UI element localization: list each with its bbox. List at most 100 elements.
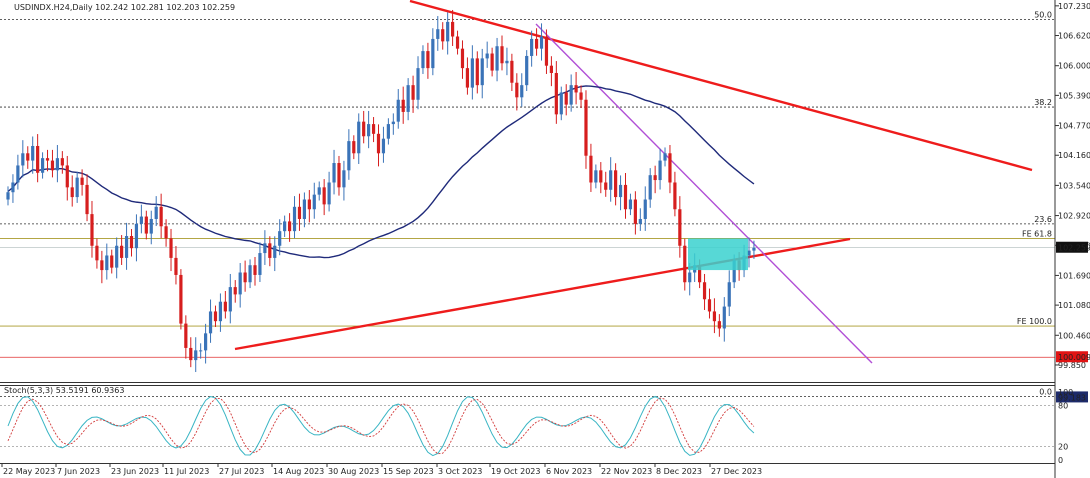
candle-body — [702, 282, 707, 300]
candle-body — [367, 124, 371, 137]
moving-average — [7, 85, 755, 259]
candle-body — [465, 68, 470, 88]
candle-body — [362, 121, 366, 137]
candle-body — [544, 36, 549, 66]
candle-body — [564, 92, 568, 105]
candle-body — [317, 187, 321, 195]
candle-body — [283, 221, 287, 232]
candle-body — [722, 306, 726, 329]
y-tick-label: 106.620 — [1058, 32, 1090, 41]
stoch-tick-label: 20 — [1058, 442, 1068, 451]
candle-body — [357, 121, 361, 154]
candle-body — [124, 236, 129, 258]
candle-body — [609, 170, 613, 190]
candle-body — [554, 72, 558, 115]
candle-body — [278, 231, 282, 246]
candle-body — [539, 36, 544, 49]
candle-body — [594, 170, 598, 183]
candle-body — [21, 153, 25, 166]
stoch-tick-label: 0 — [1058, 456, 1063, 465]
x-tick-label: 3 Oct 2023 — [438, 467, 482, 476]
candle-body — [589, 155, 593, 183]
candle-body — [421, 51, 425, 69]
candle-body — [406, 85, 410, 112]
y-tick-label: 102.920 — [1058, 212, 1090, 221]
x-tick-label: 8 Dec 2023 — [656, 467, 702, 476]
candle-body — [653, 175, 657, 181]
stoch-header: Stoch(5,3,3) 53.5191 60.9363 — [4, 386, 124, 395]
candle-body — [707, 299, 712, 312]
candle-body — [604, 182, 608, 190]
candle-body — [327, 182, 331, 205]
x-tick-label: 22 May 2023 — [3, 467, 55, 476]
y-tick-label: 103.540 — [1058, 181, 1090, 190]
candle-body — [441, 29, 445, 42]
candle-body — [386, 124, 390, 139]
candle-body — [668, 153, 672, 183]
candle-body — [208, 311, 213, 334]
x-tick-label: 15 Sep 2023 — [383, 467, 434, 476]
y-tick-label: 105.390 — [1058, 91, 1090, 100]
candle-body — [85, 184, 89, 215]
candle-body — [263, 243, 267, 254]
candle-body — [569, 85, 573, 105]
candle-body — [658, 160, 662, 181]
stoch-main-line — [7, 395, 755, 457]
candle-body — [70, 187, 74, 198]
fe-level-label: FE 61.8 — [1022, 229, 1052, 238]
x-tick-label: 14 Aug 2023 — [273, 467, 324, 476]
candle-body — [50, 160, 55, 171]
candle-body — [149, 218, 153, 234]
time-axis[interactable]: 22 May 2023 7 Jun 2023 23 Jun 2023 11 Jul 2… — [1, 463, 762, 476]
candle-body — [663, 153, 667, 161]
candle-body — [584, 99, 588, 156]
x-tick-label: 30 Aug 2023 — [328, 467, 379, 476]
resistance-trendline — [409, 0, 1033, 172]
candle-body — [712, 311, 717, 322]
candle-body — [189, 347, 193, 361]
candle-body — [485, 53, 489, 59]
candle-body — [154, 206, 158, 219]
candle-body — [475, 58, 479, 86]
candle-body — [164, 226, 168, 239]
candle-body — [184, 323, 188, 348]
candle-body — [470, 58, 474, 88]
candle-body — [683, 245, 687, 283]
candle-body — [688, 272, 692, 283]
x-tick-label: 27 Jul 2023 — [219, 467, 264, 476]
candle-body — [11, 182, 15, 193]
candle-body — [273, 245, 277, 258]
candle-body — [307, 199, 311, 210]
candle-body — [342, 170, 346, 188]
price-badge-label: 102.259 — [1058, 244, 1090, 253]
fib-level-label: 0.0 — [1039, 388, 1052, 397]
candle-body — [312, 194, 316, 210]
candle-body — [332, 163, 336, 183]
y-tick-label: 101.690 — [1058, 271, 1090, 280]
highlight-box — [688, 238, 748, 271]
candle-body — [747, 250, 751, 256]
candle-body — [40, 158, 45, 173]
price-badge — [1056, 391, 1088, 403]
y-tick-label: 107.230 — [1058, 2, 1090, 11]
candle-body — [460, 48, 465, 69]
candle-body — [446, 21, 450, 42]
candle-body — [490, 53, 494, 71]
candle-body — [436, 29, 440, 39]
fib-level-label: 38.2 — [1034, 98, 1052, 107]
candle-body — [633, 199, 637, 224]
fib-level-label: 50.0 — [1034, 10, 1052, 19]
candle-body — [243, 272, 247, 283]
candle-body — [129, 236, 134, 249]
candle-body — [253, 265, 257, 275]
fe-level-label: FE 100.0 — [1017, 317, 1052, 326]
candle-body — [416, 68, 420, 100]
candle-body — [268, 243, 272, 258]
candle-body — [337, 163, 341, 188]
candlestick-series — [6, 9, 756, 373]
candle-body — [16, 165, 20, 183]
candle-body — [727, 282, 731, 307]
candle-body — [678, 209, 682, 246]
candle-body — [515, 82, 519, 98]
